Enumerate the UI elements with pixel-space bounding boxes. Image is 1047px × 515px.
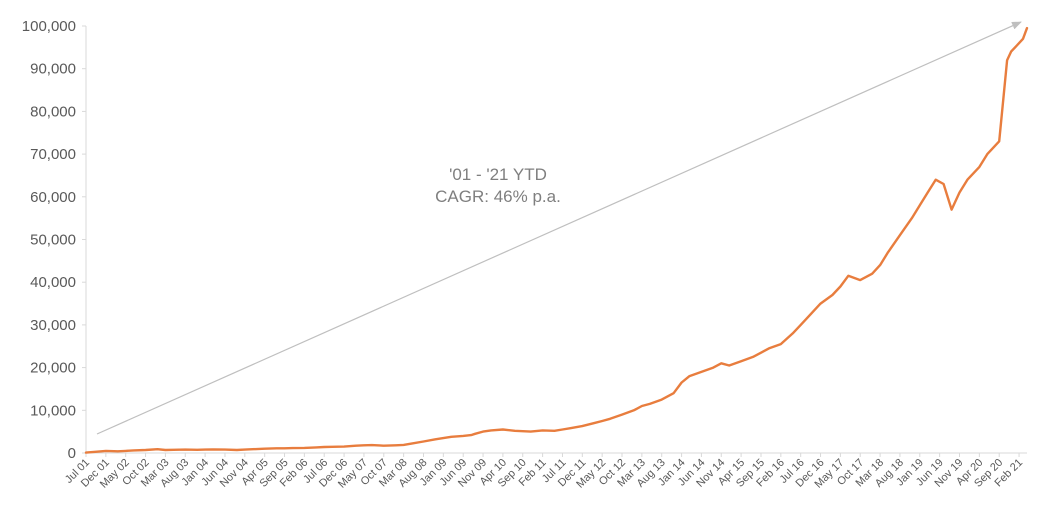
y-axis: 0 10,000 20,000 30,000 40,000 50,000 60,000 70,… <box>22 18 87 462</box>
series-line <box>84 26 1029 454</box>
y-tick-label: 0 <box>68 445 76 462</box>
y-tick-label: 100,000 <box>22 18 76 35</box>
trend-arrow <box>96 21 1022 435</box>
y-tick-label: 30,000 <box>30 317 76 334</box>
y-tick-label: 10,000 <box>30 402 76 419</box>
y-tick-label: 60,000 <box>30 189 76 206</box>
y-tick-label: 40,000 <box>30 274 76 291</box>
y-tick-label: 80,000 <box>30 103 76 120</box>
y-tick-label: 70,000 <box>30 146 76 163</box>
y-tick-label: 90,000 <box>30 61 76 78</box>
annotation-cagr: CAGR: 46% p.a. <box>435 187 561 206</box>
y-tick-label: 50,000 <box>30 232 76 249</box>
y-tick-label: 20,000 <box>30 360 76 377</box>
annotation-period: '01 - '21 YTD <box>449 165 547 184</box>
